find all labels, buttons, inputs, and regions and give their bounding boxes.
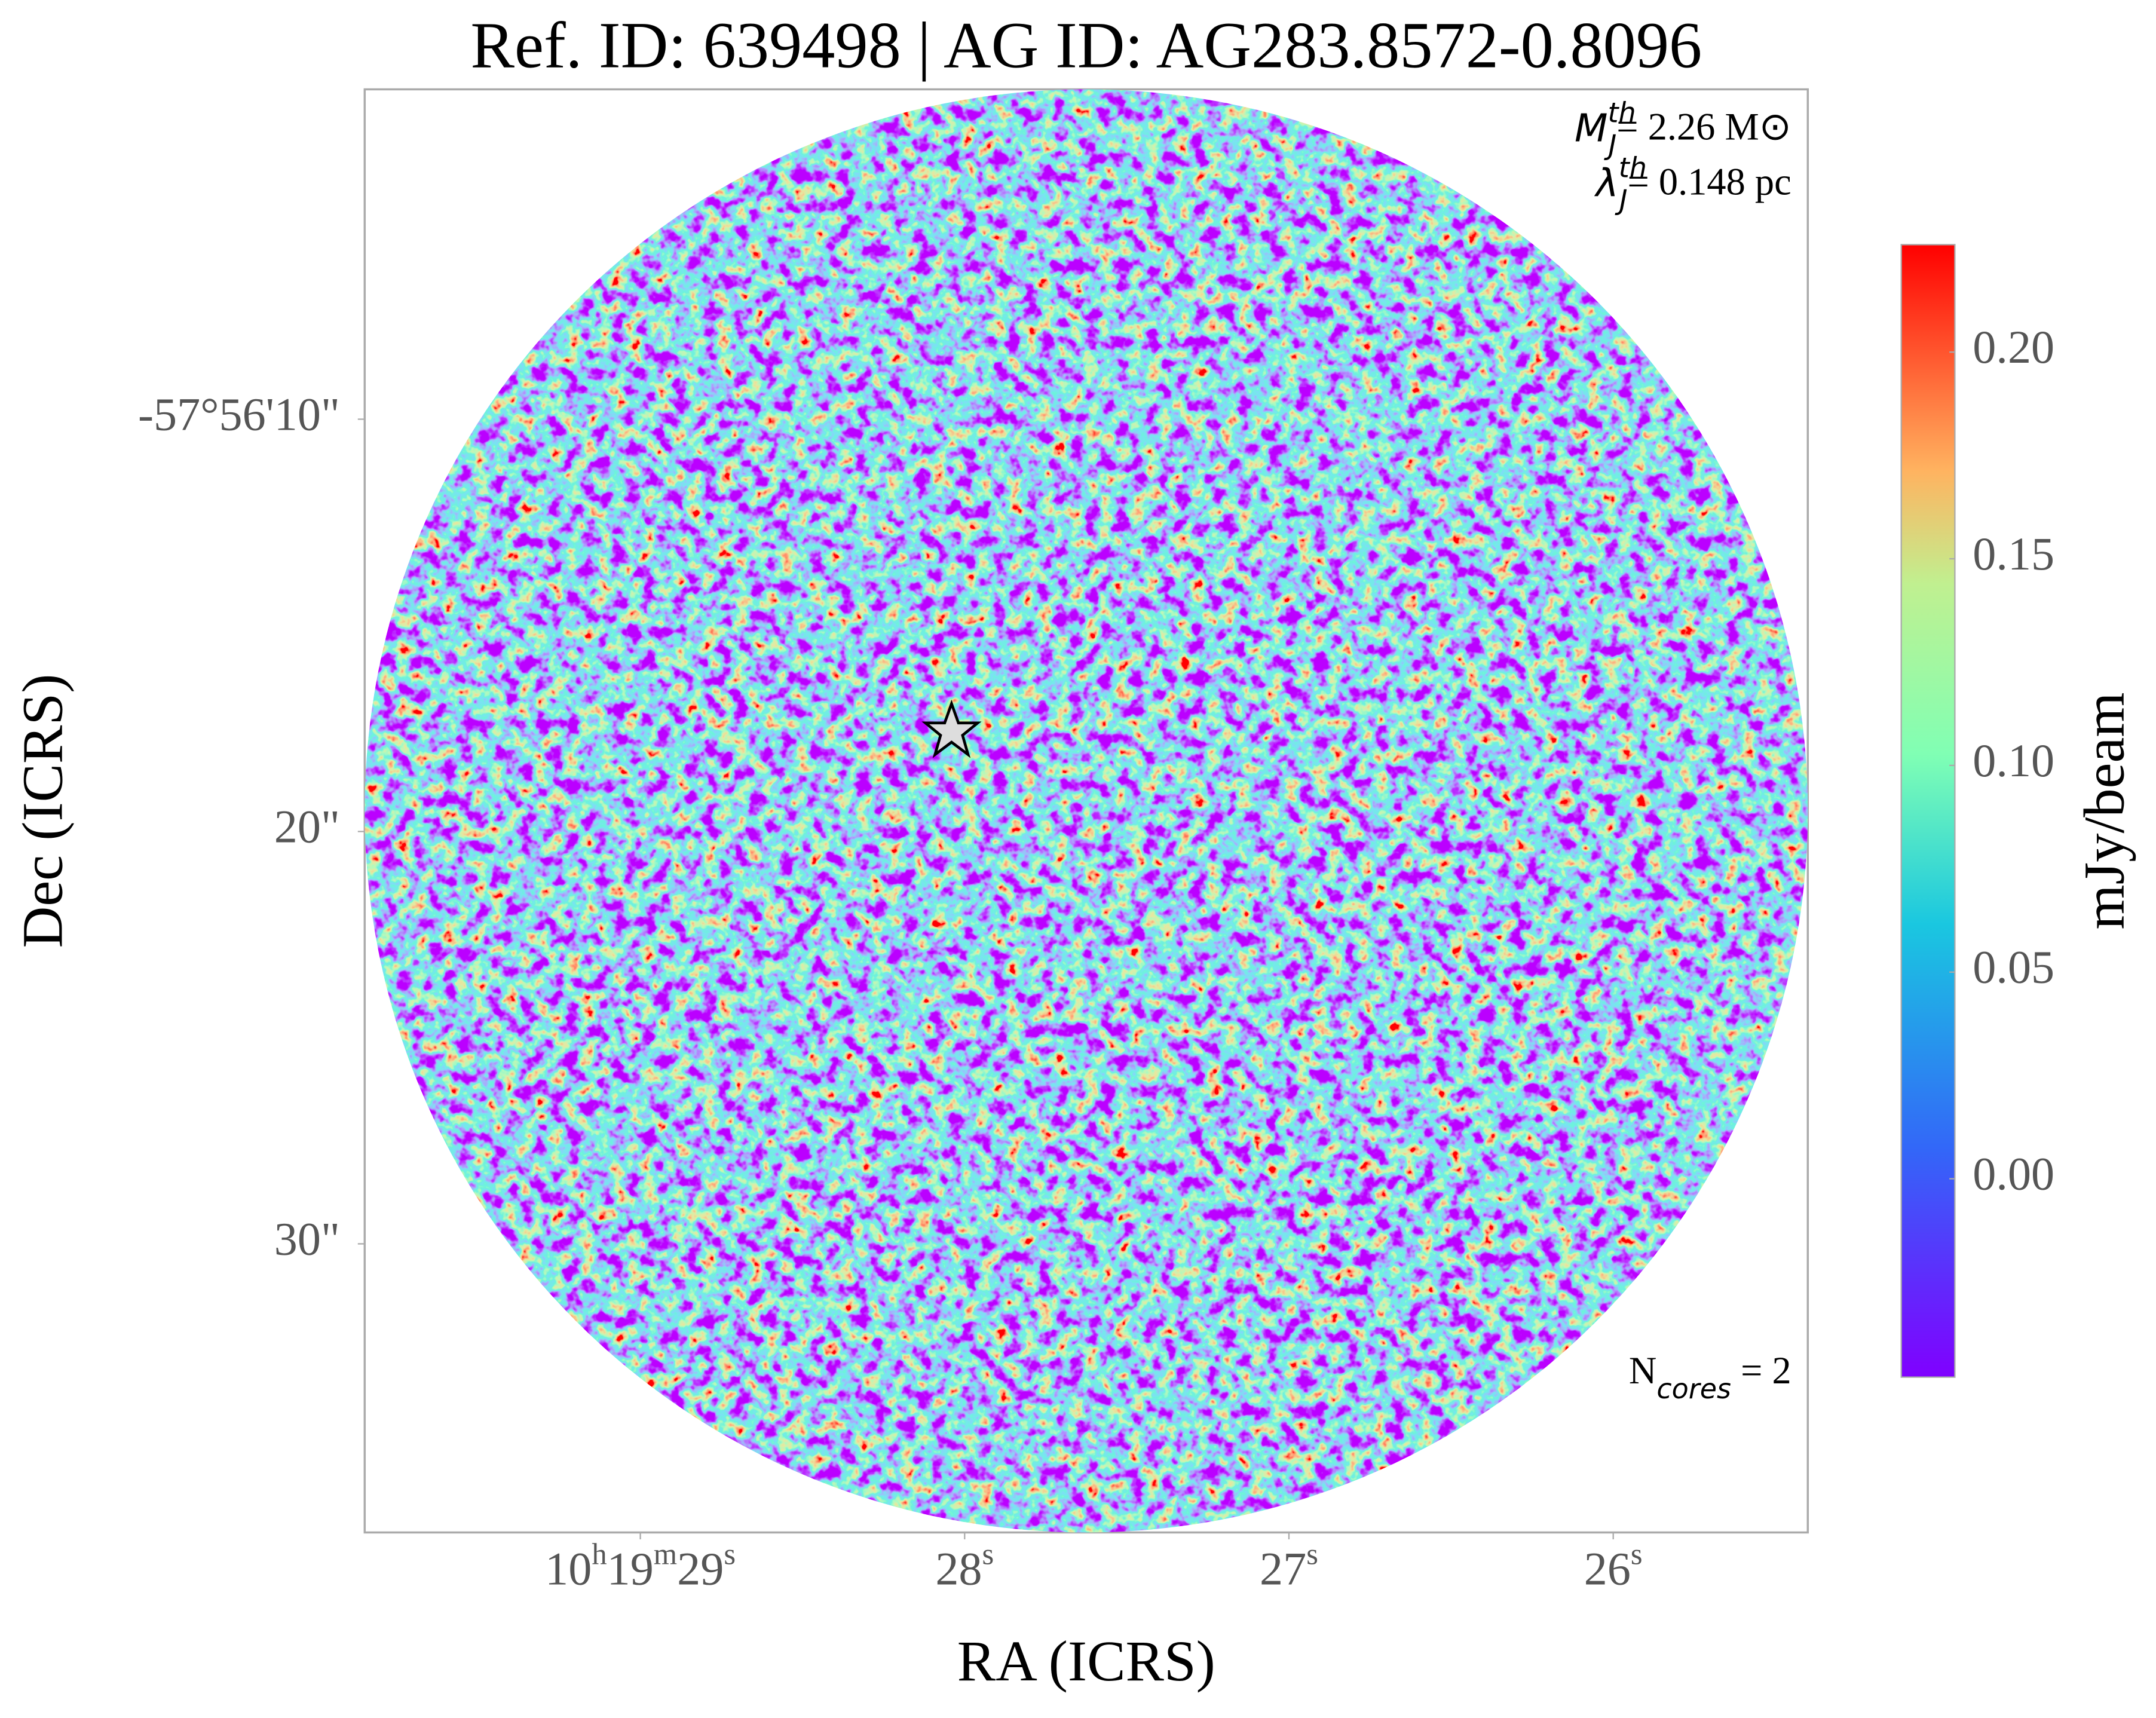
y-tick-label: -57°56'10": [138, 388, 340, 440]
x-tick-label: 28s: [935, 1537, 994, 1594]
colorbar-tick-label: 0.05: [1973, 941, 2054, 993]
x-axis-label: RA (ICRS): [957, 1629, 1215, 1693]
annotation-symbol: M: [1575, 106, 1608, 151]
colorbar-label: mJy/beam: [2072, 692, 2136, 929]
x-tick-label-part: 28: [935, 1542, 982, 1594]
x-tick-label-part: 27: [1260, 1542, 1306, 1594]
x-tick-label-part: 29: [677, 1542, 724, 1594]
annotation: Ncores = 2: [1629, 1349, 1791, 1405]
x-tick-label-part: s: [1631, 1537, 1643, 1570]
intensity-map: [365, 89, 1808, 1533]
x-tick-label-part: 10: [545, 1542, 592, 1594]
x-tick-label-part: 19: [607, 1542, 654, 1594]
x-tick-label-part: 26: [1584, 1542, 1631, 1594]
x-tick-label-part: s: [982, 1537, 994, 1570]
colorbar-tick-label: 0.10: [1973, 734, 2054, 786]
chart-title: Ref. ID: 639498 | AG ID: AG283.8572-0.80…: [470, 9, 1702, 82]
annotation-sup: th: [1619, 151, 1647, 183]
source-marker: [921, 699, 982, 758]
x-tick-label: 26s: [1584, 1537, 1643, 1594]
annotation-sub: cores: [1656, 1373, 1731, 1405]
x-tick-label-part: h: [592, 1537, 607, 1570]
annotation: λth J= 0.148 pc: [1594, 151, 1791, 216]
colorbar: [1900, 244, 1956, 1378]
x-tick-label: 10h19m29s: [545, 1537, 736, 1594]
annotation-text: = 0.148 pc: [1628, 160, 1791, 203]
annotation-sup: th: [1608, 96, 1636, 128]
colorbar-tick-label: 0.20: [1973, 321, 2054, 373]
colorbar-tick-label: 0.15: [1973, 528, 2054, 580]
x-tick-label-part: s: [1306, 1537, 1318, 1570]
y-axis-label: Dec (ICRS): [10, 674, 74, 948]
y-tick-label: 20": [274, 800, 340, 852]
x-tick-label-part: s: [724, 1537, 736, 1570]
y-tick-label: 30": [274, 1212, 340, 1264]
annotation-symbol: N: [1629, 1349, 1657, 1392]
colorbar-tick-label: 0.00: [1973, 1148, 2054, 1200]
annotation-symbol: λ: [1594, 161, 1619, 206]
annotation-text: = 2: [1731, 1349, 1791, 1392]
annotation-text: = 2.26 M⊙: [1616, 105, 1791, 148]
annotation: Mth J= 2.26 M⊙: [1575, 96, 1791, 161]
x-tick-label: 27s: [1260, 1537, 1318, 1594]
x-tick-label-part: m: [654, 1537, 677, 1570]
